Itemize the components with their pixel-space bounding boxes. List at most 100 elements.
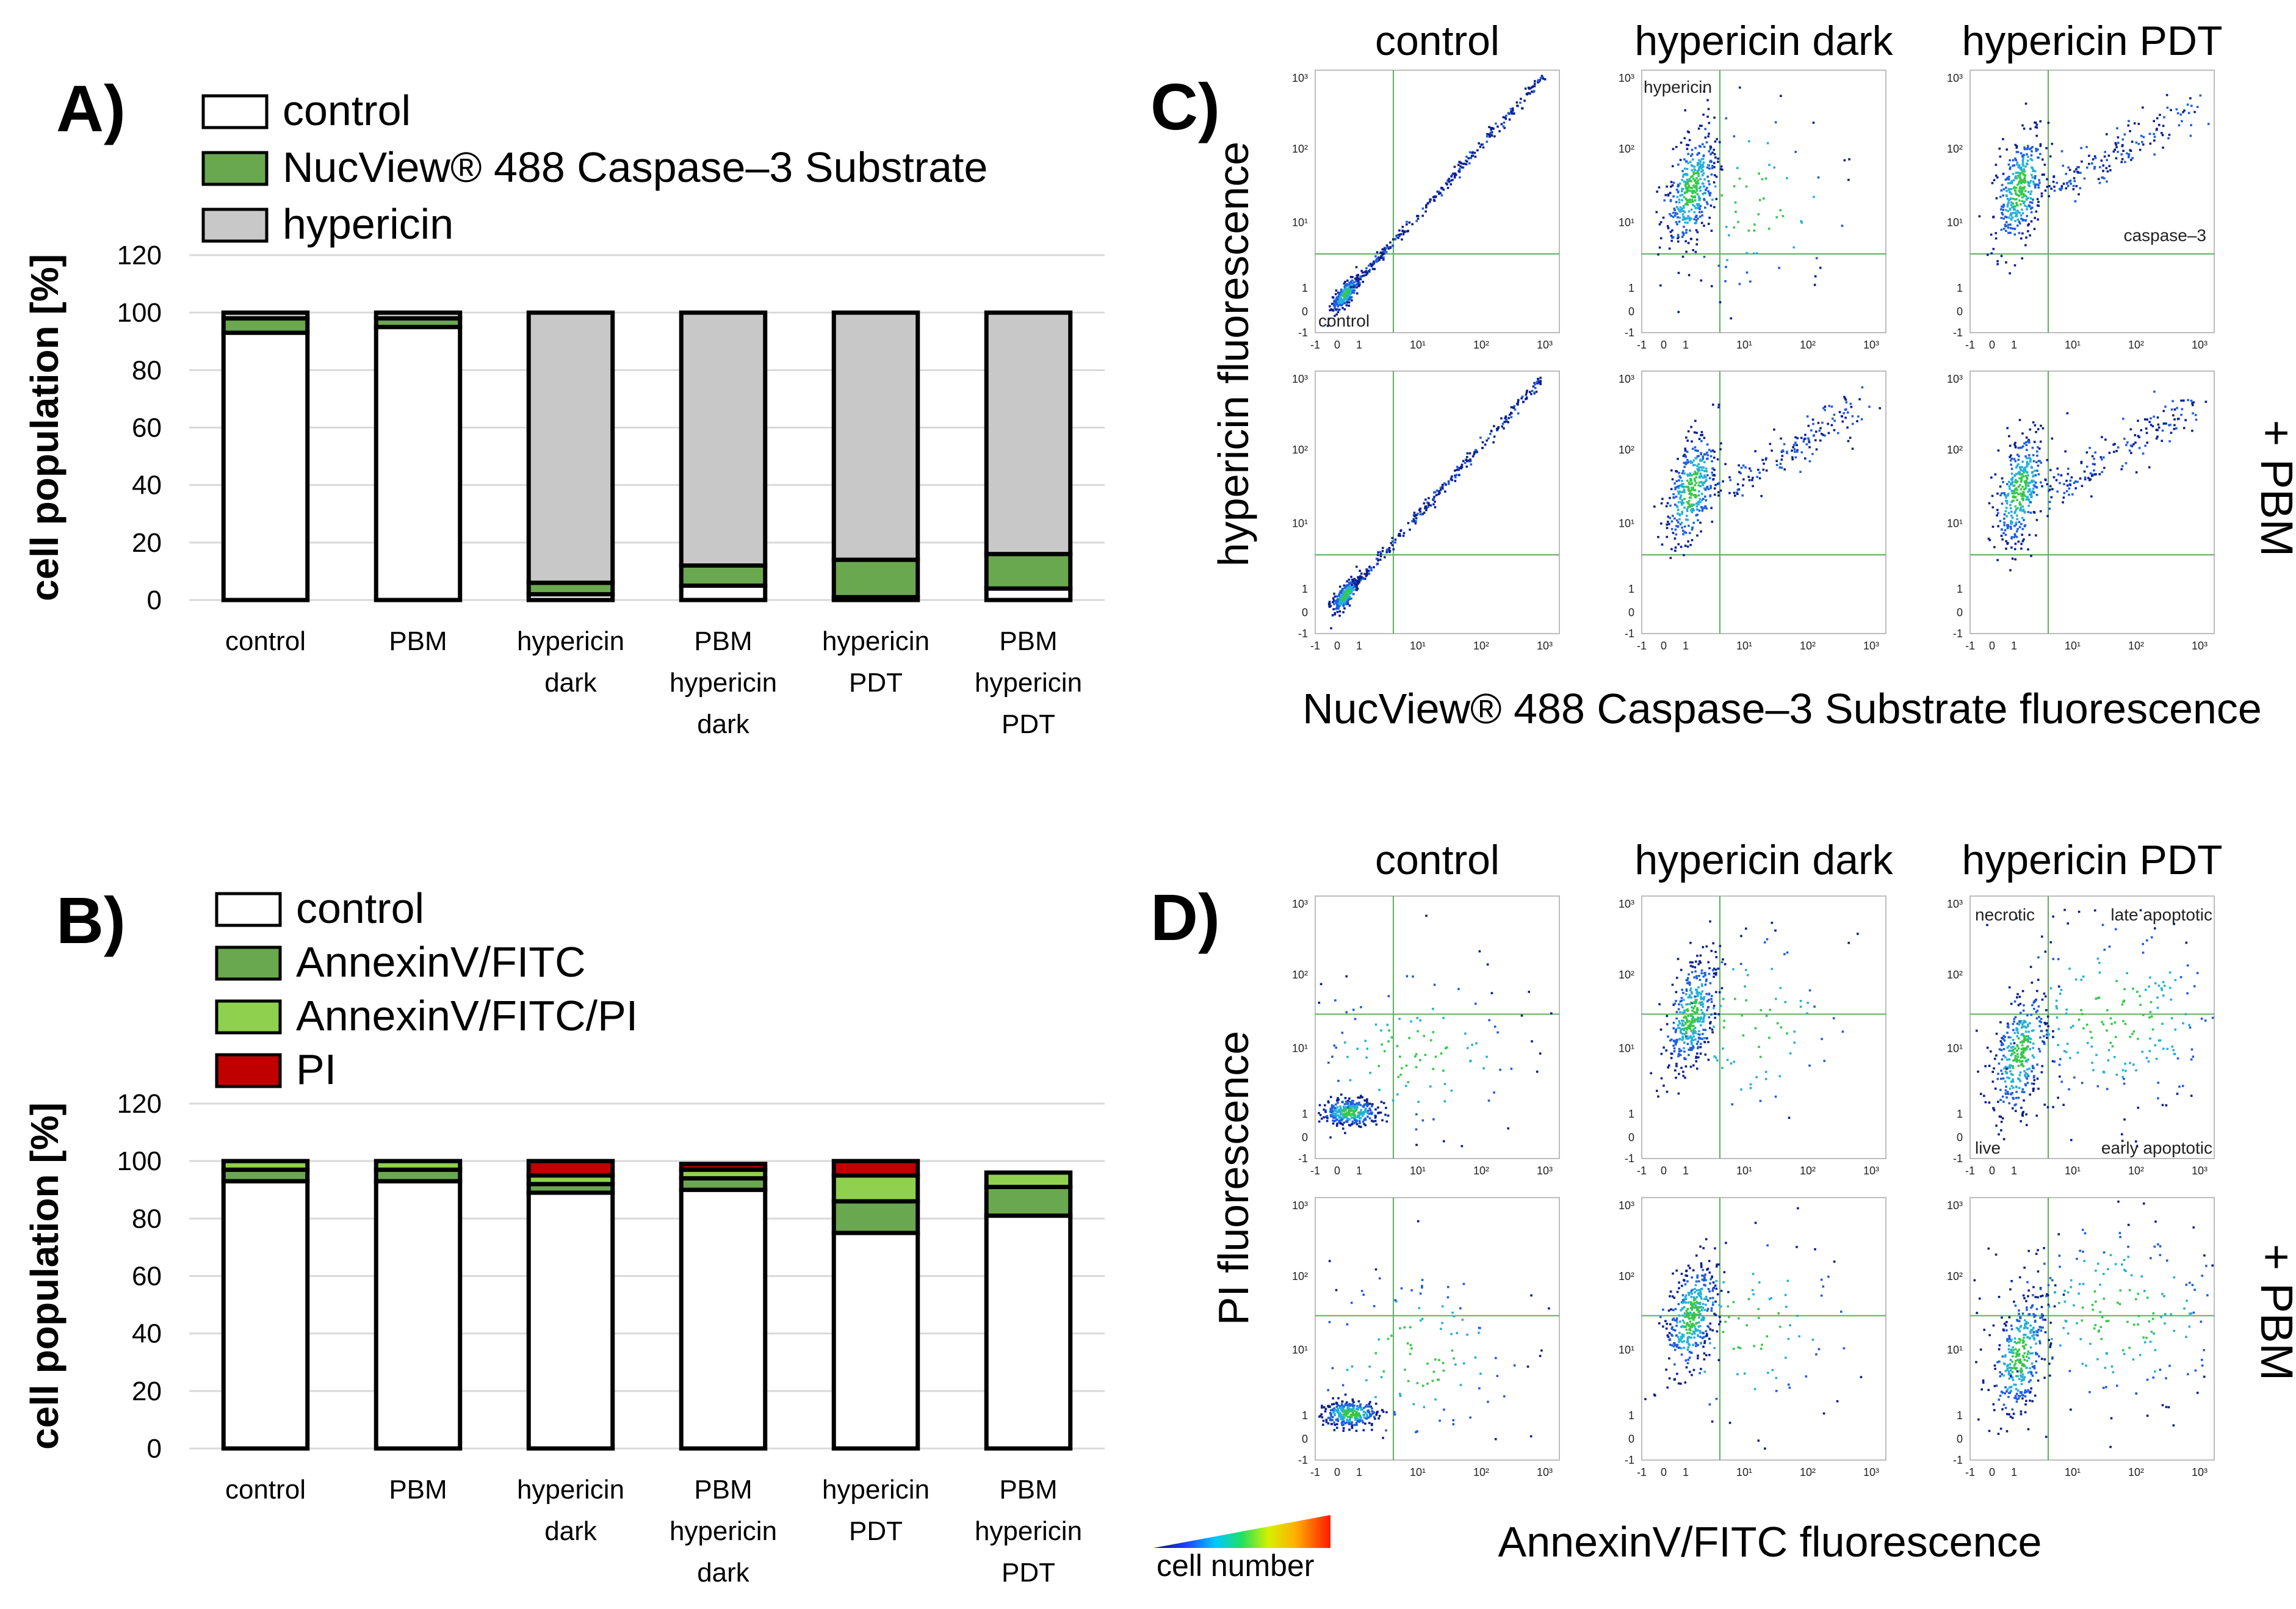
event-dot (1677, 525, 1679, 527)
event-dot (2149, 976, 2151, 979)
event-dot (2034, 177, 2037, 179)
event-dot (2038, 1016, 2040, 1018)
event-dot (1323, 1116, 1325, 1119)
event-dot (2024, 1083, 2027, 1086)
column-title-0: control (1375, 18, 1500, 64)
event-dot (2033, 228, 2036, 230)
event-dot (1348, 1118, 1351, 1121)
y-tick: -1 (1625, 327, 1634, 339)
event-dot (2046, 483, 2049, 486)
event-dot (1424, 498, 1427, 501)
event-dot (1659, 1028, 1662, 1031)
event-dot (1360, 1094, 1362, 1097)
event-dot (1697, 1040, 1700, 1043)
event-dot (2022, 186, 2025, 189)
event-dot (2091, 1061, 2093, 1064)
event-dot (2075, 185, 2078, 187)
panel-letter-c: C) (1150, 70, 1220, 143)
event-dot (2130, 159, 2132, 161)
event-dot (1687, 1037, 1689, 1040)
event-dot (1674, 549, 1677, 552)
event-dot (2032, 1056, 2035, 1059)
event-dot (1701, 509, 1704, 512)
event-dot (2043, 173, 2045, 176)
event-dot (2029, 460, 2032, 463)
event-dot (1448, 180, 1451, 183)
event-dot (2065, 1012, 2068, 1015)
event-dot (2014, 1057, 2016, 1060)
event-dot (2128, 120, 2130, 123)
event-dot (1691, 192, 1694, 195)
event-dot (1699, 501, 1702, 504)
event-dot (1331, 308, 1334, 311)
x-tick: -1 (1310, 339, 1320, 351)
event-dot (1779, 209, 1782, 212)
event-dot (2041, 173, 2044, 176)
event-dot (1675, 977, 1678, 979)
event-dot (1705, 189, 1707, 191)
event-dot (2028, 1068, 2031, 1070)
event-dot (1683, 1011, 1686, 1013)
event-dot (1468, 452, 1471, 455)
event-dot (2030, 211, 2033, 214)
event-dot (1991, 506, 1995, 508)
event-dot (2004, 1080, 2007, 1083)
event-dot (1507, 421, 1509, 424)
event-dot (2010, 457, 2013, 460)
event-dot (1339, 292, 1342, 294)
event-dot (2017, 1047, 2020, 1050)
event-dot (2057, 1096, 2059, 1099)
event-dot (1783, 468, 1786, 471)
event-dot (1681, 170, 1684, 173)
event-dot (1340, 303, 1343, 306)
event-dot (1359, 1126, 1362, 1129)
event-dot (1699, 1046, 1702, 1049)
event-dot (2002, 1077, 2005, 1080)
event-dot (1813, 1005, 1816, 1008)
event-dot (2016, 996, 2018, 999)
event-dot (1841, 225, 1844, 227)
event-dot (2060, 185, 2063, 187)
event-dot (2002, 1054, 2005, 1057)
event-dot (2151, 425, 2154, 428)
event-dot (1709, 486, 1712, 490)
event-dot (2038, 1047, 2040, 1050)
event-dot (1703, 255, 1706, 258)
event-dot (2016, 161, 2019, 164)
event-dot (1726, 259, 1728, 261)
event-dot (2156, 128, 2158, 130)
event-dot (2026, 205, 2029, 208)
event-dot (1408, 1036, 1410, 1040)
event-dot (1988, 1101, 1991, 1104)
event-dot (2063, 483, 2065, 486)
event-dot (1683, 1050, 1686, 1053)
event-dot (2139, 148, 2142, 151)
event-dot (1675, 1028, 1678, 1031)
event-dot (1532, 385, 1535, 388)
event-dot (2005, 221, 2008, 223)
event-dot (1337, 305, 1340, 308)
event-dot (2023, 176, 2026, 179)
event-dot (2093, 457, 2095, 460)
event-dot (2107, 1059, 2110, 1061)
event-dot (2034, 175, 2037, 178)
event-dot (1330, 1111, 1333, 1114)
event-dot (2027, 1039, 2029, 1042)
x-tick: 10³ (2192, 1165, 2208, 1177)
x-tick: 1 (1683, 1165, 1689, 1177)
event-dot (1334, 305, 1336, 308)
event-dot (1674, 546, 1677, 549)
legend-label-0: control (283, 87, 411, 134)
event-dot (1361, 1420, 1364, 1423)
event-dot (2174, 1028, 2177, 1031)
event-dot (1707, 961, 1710, 964)
event-dot (1343, 288, 1346, 291)
event-dot (2071, 493, 2074, 496)
event-dot (1700, 1018, 1702, 1020)
event-dot (1707, 135, 1709, 138)
event-dot (1374, 1417, 1376, 1420)
event-dot (2171, 400, 2174, 402)
y-tick: 0 (1628, 306, 1634, 318)
event-dot (1782, 215, 1785, 217)
event-dot (1363, 573, 1366, 576)
